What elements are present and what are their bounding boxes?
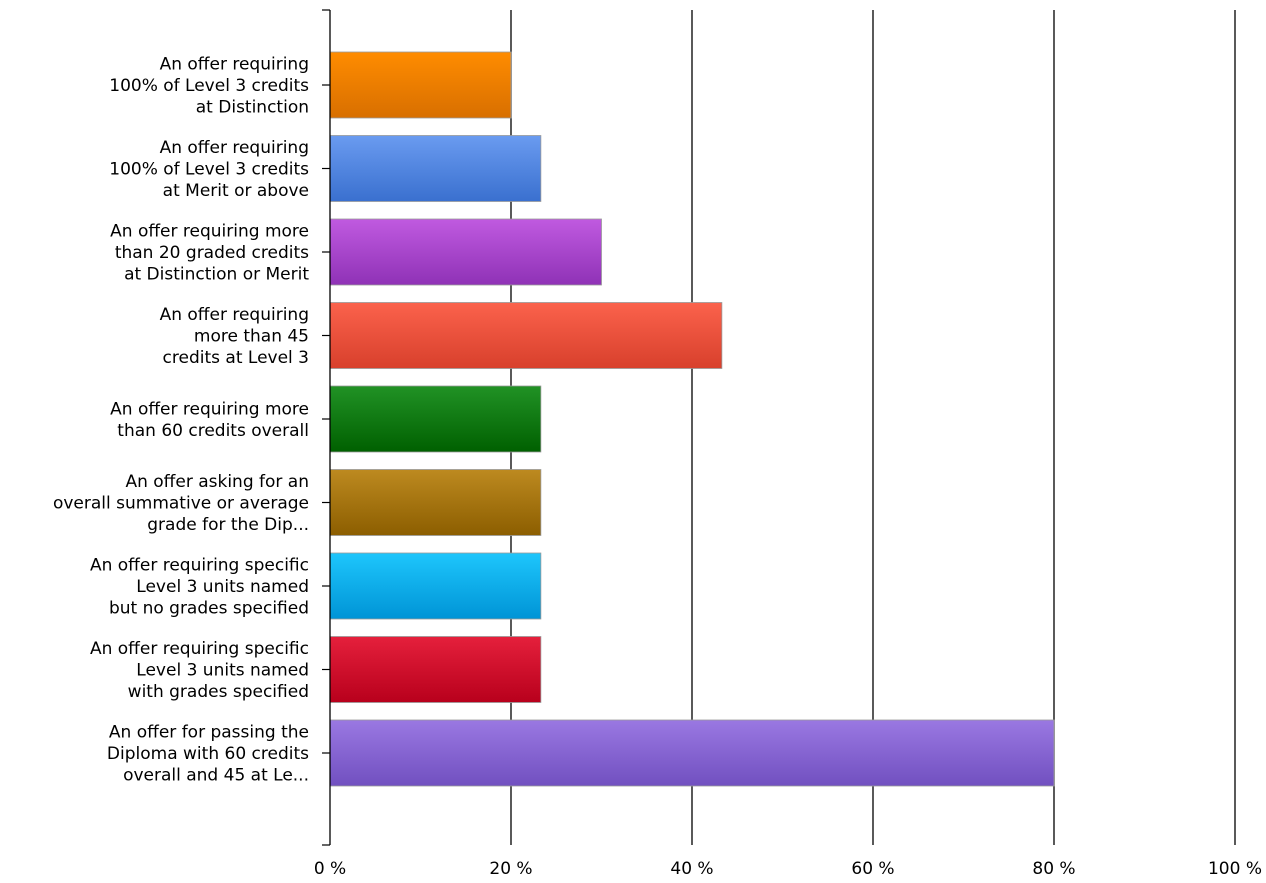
category-label: An offer requiring 100% of Level 3 credit…	[109, 55, 309, 118]
x-tick-label: 0 %	[314, 859, 346, 879]
category-label: An offer asking for an overall summative …	[53, 472, 309, 535]
category-label: An offer requiring specific Level 3 units…	[90, 639, 309, 702]
bar	[329, 51, 512, 119]
bar	[329, 135, 542, 202]
x-tick-label: 100 %	[1208, 859, 1262, 879]
bar	[329, 552, 542, 620]
category-label: An offer requiring specific Level 3 units…	[90, 556, 309, 619]
category-label: An offer for passing the Diploma with 60 …	[107, 723, 309, 786]
bar	[329, 302, 723, 369]
x-tick-label: 60 %	[851, 859, 894, 879]
x-tick-label: 20 %	[489, 859, 532, 879]
category-label: An offer requiring more than 45 credits at…	[160, 305, 309, 368]
gridlines	[510, 10, 1236, 845]
bar	[329, 385, 542, 453]
category-labels: An offer requiring 100% of Level 3 credit…	[53, 55, 309, 786]
bars	[329, 51, 1055, 787]
tick-labels: 0 % 20 % 40 % 60 % 80 % 100 %	[314, 859, 1262, 879]
bar	[329, 469, 542, 536]
category-label: An offer requiring more than 20 graded cr…	[110, 222, 309, 285]
axes	[322, 9, 331, 846]
bar	[329, 719, 1055, 787]
category-label: An offer requiring more than 60 credits o…	[110, 399, 309, 441]
category-label: An offer requiring 100% of Level 3 credit…	[109, 138, 309, 201]
bar	[329, 636, 542, 703]
x-tick-label: 80 %	[1032, 859, 1075, 879]
x-tick-label: 40 %	[670, 859, 713, 879]
bar	[329, 218, 602, 286]
